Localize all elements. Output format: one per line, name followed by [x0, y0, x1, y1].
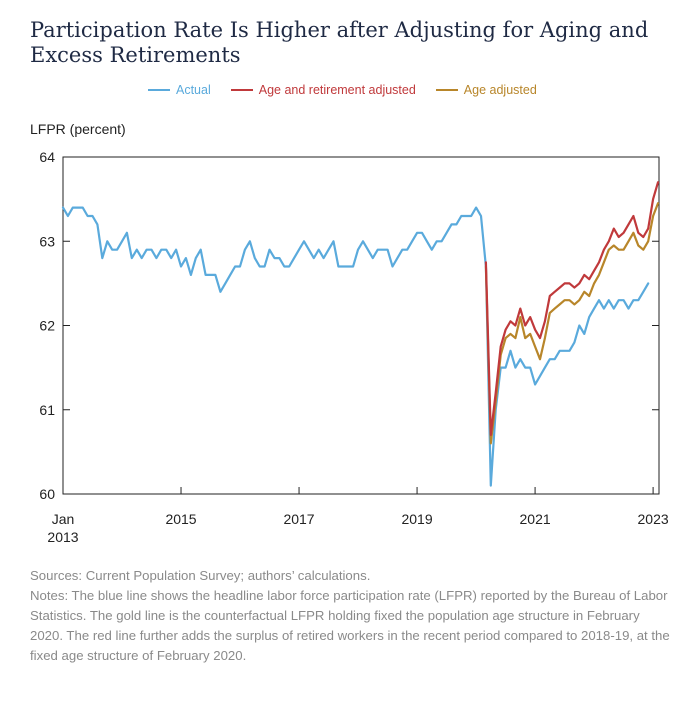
- y-axis-label: LFPR (percent): [30, 121, 126, 137]
- line-chart: LFPR (percent) 60 61 62 63 64 Jan 2013 2015 2017 2…: [30, 121, 669, 545]
- notes-block: Sources: Current Population Survey; auth…: [30, 566, 670, 666]
- legend-swatch-age-retirement: [230, 89, 253, 91]
- x-tick-label: Jan: [52, 511, 75, 527]
- series-line-age-and-retirement-adjusted: [484, 181, 660, 437]
- plot-frame: [62, 156, 660, 495]
- legend: Actual Age and retirement adjusted Age a…: [148, 82, 537, 98]
- legend-swatch-age: [435, 89, 458, 91]
- y-tick-label: 62: [39, 318, 55, 334]
- x-tick-label: 2021: [520, 511, 551, 527]
- sources-text: Sources: Current Population Survey; auth…: [30, 568, 371, 583]
- legend-item-age: Age adjusted: [435, 83, 537, 97]
- notes-text: Notes: The blue line shows the headline …: [30, 588, 670, 663]
- legend-item-age-retirement: Age and retirement adjusted: [230, 83, 416, 97]
- y-tick-label: 64: [39, 149, 55, 165]
- y-tick-label: 60: [39, 486, 55, 502]
- legend-label-age-retirement: Age and retirement adjusted: [258, 83, 416, 97]
- legend-label-actual: Actual: [176, 83, 211, 97]
- x-tick-label: 2019: [401, 511, 432, 527]
- x-tick-label: 2023: [638, 511, 669, 527]
- legend-label-age: Age adjusted: [463, 83, 537, 97]
- chart-title: Participation Rate Is Higher after Adjus…: [30, 18, 649, 67]
- y-tick-label: 63: [39, 233, 55, 249]
- x-tick-label: 2017: [283, 511, 314, 527]
- x-tick-label: 2015: [165, 511, 196, 527]
- series-line-age-adjusted: [484, 202, 660, 445]
- legend-swatch-actual: [148, 89, 170, 91]
- x-tick-label-year: 2013: [47, 529, 78, 545]
- y-tick-label: 61: [39, 402, 55, 418]
- legend-item-actual: Actual: [148, 83, 211, 97]
- series-line-actual: [61, 206, 650, 487]
